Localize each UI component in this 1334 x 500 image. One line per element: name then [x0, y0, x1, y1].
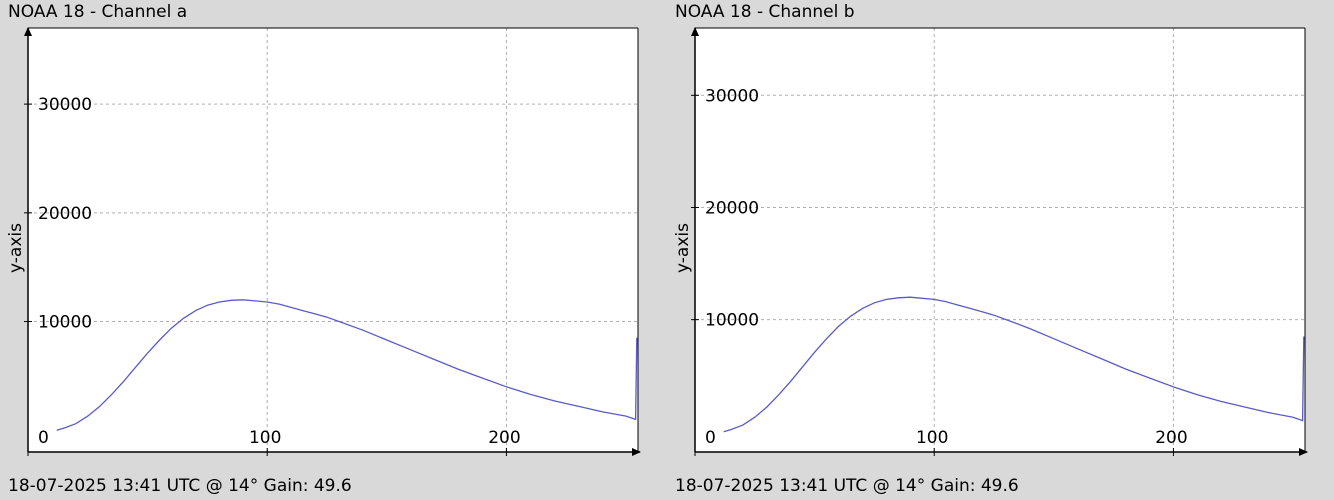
y-axis-label: y-axis: [6, 223, 26, 273]
chart-panel-channel-a: NOAA 18 - Channel a 0 100 200 10000 20000 300…: [6, 2, 641, 496]
series-line: [723, 296, 1305, 433]
y-axis-arrow: [691, 27, 699, 36]
chart-footer: 18-07-2025 13:41 UTC @ 14° Gain: 49.6: [675, 476, 1019, 496]
plot-background: [695, 28, 1305, 452]
x-tick-label: 0: [38, 428, 49, 448]
chart-footer: 18-07-2025 13:41 UTC @ 14° Gain: 49.6: [8, 476, 352, 496]
x-tick-label: 0: [705, 428, 716, 448]
x-axis-arrow: [632, 448, 641, 456]
y-tick-label: 30000: [38, 95, 92, 115]
chart-title: NOAA 18 - Channel b: [675, 2, 855, 22]
y-tick-label: 10000: [705, 311, 759, 331]
series-line: [56, 299, 638, 431]
y-axis-label: y-axis: [673, 223, 693, 273]
x-tick-label: 200: [488, 428, 520, 448]
chart-title: NOAA 18 - Channel a: [8, 2, 188, 22]
x-axis-arrow: [1299, 448, 1308, 456]
x-tick-label: 100: [916, 428, 948, 448]
y-tick-label: 20000: [705, 198, 759, 218]
chart-panel-channel-b: NOAA 18 - Channel b 0 100 200 10000 20000 300…: [667, 0, 1334, 500]
plot-area: 0 100 200 10000 20000 30000 y-axis: [6, 27, 641, 456]
y-tick-label: 10000: [38, 313, 92, 333]
plot-area: 0 100 200 10000 20000 30000 y-axis: [673, 27, 1308, 456]
y-tick-label: 20000: [38, 204, 92, 224]
x-tick-label: 200: [1155, 428, 1187, 448]
x-tick-label: 100: [249, 428, 281, 448]
y-tick-label: 30000: [705, 86, 759, 106]
plot-background: [28, 28, 638, 452]
y-axis-arrow: [24, 27, 32, 36]
